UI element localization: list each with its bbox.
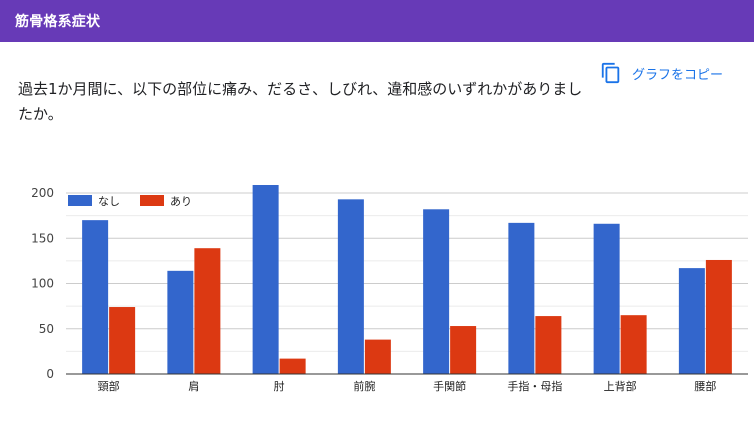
bar-yes bbox=[535, 316, 562, 374]
bar-yes bbox=[620, 315, 647, 374]
bar-yes bbox=[450, 326, 477, 374]
legend-label: なし bbox=[98, 195, 120, 208]
chart-container: 0 50 100 150 200 頸部 肩 肘 前腕 手関節 手指・母指 上背部 腰部 なし あり bbox=[0, 184, 754, 431]
bar-yes bbox=[705, 259, 732, 374]
bar-none bbox=[423, 209, 450, 374]
bar-chart: 0 50 100 150 200 頸部 肩 肘 前腕 手関節 手指・母指 上背部 腰部 なし あり bbox=[31, 184, 748, 393]
x-tick-label: 前腕 bbox=[353, 379, 375, 393]
copy-chart-button[interactable]: グラフをコピー bbox=[600, 59, 723, 87]
bar-none bbox=[337, 199, 364, 374]
x-tick-label: 腰部 bbox=[694, 379, 716, 393]
header-title: 筋骨格系症状 bbox=[15, 14, 101, 30]
legend-label: あり bbox=[170, 195, 192, 208]
legend-swatch bbox=[140, 195, 164, 206]
bar-none bbox=[252, 184, 279, 374]
copy-button-label: グラフをコピー bbox=[632, 67, 724, 83]
x-tick-label: 肩 bbox=[188, 379, 199, 393]
bar-none bbox=[593, 223, 620, 374]
y-tick-label: 150 bbox=[31, 231, 54, 245]
bar-yes bbox=[109, 307, 136, 374]
bar-none bbox=[508, 222, 535, 374]
x-tick-label: 肘 bbox=[274, 379, 285, 393]
page-header: 筋骨格系症状 bbox=[0, 0, 754, 42]
copy-icon bbox=[600, 62, 622, 84]
x-tick-label: 手指・母指 bbox=[507, 379, 562, 393]
bar-yes bbox=[279, 358, 306, 374]
x-tick-label: 頸部 bbox=[98, 379, 120, 393]
bar-none bbox=[82, 220, 109, 374]
bar-yes bbox=[194, 248, 221, 374]
legend-swatch bbox=[68, 195, 92, 206]
x-tick-label: 上背部 bbox=[604, 379, 637, 393]
bar-none bbox=[167, 270, 194, 374]
question-text: 過去1か月間に、以下の部位に痛み、だるさ、しびれ、違和感のいずれかがありましたか… bbox=[18, 80, 583, 123]
y-tick-label: 200 bbox=[31, 186, 54, 200]
bar-none bbox=[678, 268, 705, 374]
y-tick-label: 50 bbox=[39, 322, 54, 336]
y-tick-label: 0 bbox=[46, 367, 54, 381]
y-tick-label: 100 bbox=[31, 277, 54, 291]
x-tick-label: 手関節 bbox=[433, 379, 466, 393]
bar-yes bbox=[364, 339, 391, 374]
